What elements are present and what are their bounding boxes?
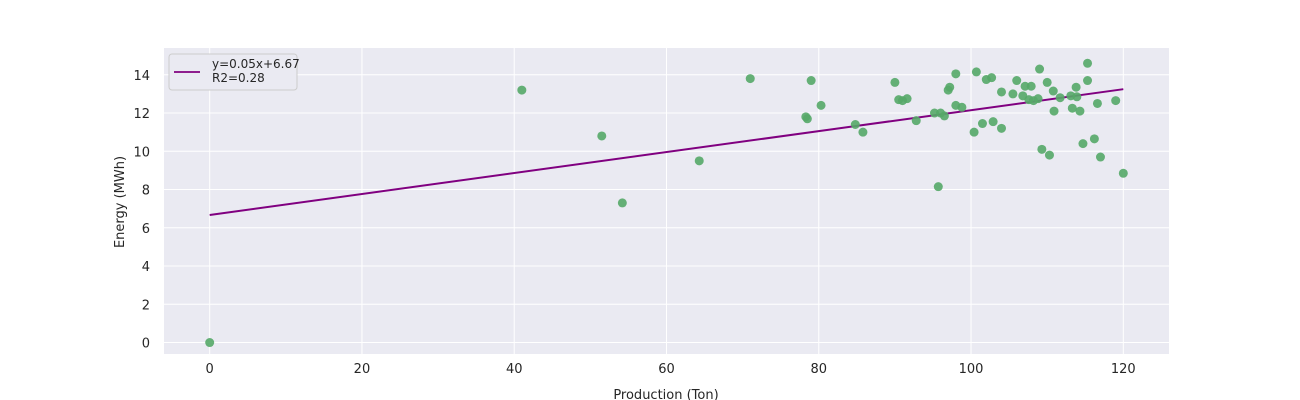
x-tick-label: 60 <box>658 362 675 377</box>
x-tick-label: 0 <box>206 362 214 377</box>
y-tick-label: 14 <box>133 69 150 84</box>
data-point <box>517 85 527 95</box>
data-point <box>988 117 998 127</box>
x-tick-label: 80 <box>810 362 827 377</box>
data-point <box>1055 93 1065 103</box>
data-point <box>1067 103 1077 113</box>
data-point <box>1111 96 1121 106</box>
y-tick-labels: 0 2 4 6 8 10 12 14 <box>133 69 150 352</box>
legend-equation: y=0.05x+6.67 <box>212 57 300 71</box>
data-point <box>939 111 949 121</box>
x-tick-label: 20 <box>354 362 371 377</box>
y-tick-label: 8 <box>142 184 150 199</box>
legend-r2: R2=0.28 <box>212 71 265 85</box>
data-point <box>1078 139 1088 149</box>
data-point <box>858 127 868 137</box>
data-point <box>1026 81 1036 91</box>
data-point <box>911 116 921 126</box>
legend: y=0.05x+6.67 R2=0.28 <box>168 53 300 91</box>
data-point <box>694 156 704 166</box>
data-points <box>205 58 1128 348</box>
data-point <box>597 131 607 141</box>
data-point <box>1071 82 1081 92</box>
x-tick-label: 100 <box>959 362 984 377</box>
data-point <box>1118 168 1128 178</box>
data-point <box>1095 152 1105 162</box>
data-point <box>1012 76 1022 86</box>
data-point <box>850 120 860 129</box>
grid-lines <box>164 48 1169 354</box>
data-point <box>1049 106 1059 116</box>
data-point <box>617 198 627 208</box>
y-tick-label: 12 <box>133 107 150 122</box>
data-point <box>1083 58 1093 68</box>
fit-line <box>209 88 1124 216</box>
data-point <box>1048 86 1058 96</box>
y-tick-label: 2 <box>142 298 150 313</box>
data-point <box>969 127 979 137</box>
data-point <box>902 94 912 104</box>
x-axis-label: Production (Ton) <box>613 388 718 400</box>
y-tick-label: 10 <box>133 145 150 160</box>
data-point <box>977 119 987 129</box>
y-tick-label: 0 <box>142 337 150 352</box>
data-point <box>1042 77 1052 87</box>
data-point <box>933 182 943 192</box>
data-point <box>890 77 900 87</box>
data-point <box>1044 150 1054 160</box>
data-point <box>1033 94 1043 104</box>
data-point <box>816 100 826 110</box>
data-point <box>1072 92 1082 102</box>
data-point <box>1083 76 1093 86</box>
data-point <box>957 102 967 112</box>
legend-box <box>168 53 298 91</box>
data-point <box>745 74 755 84</box>
data-point <box>1035 64 1045 74</box>
data-point <box>1037 144 1047 154</box>
data-point <box>1008 89 1018 99</box>
x-tick-label: 120 <box>1111 362 1136 377</box>
data-point <box>945 82 955 92</box>
data-point <box>806 76 816 86</box>
fit-line-group <box>209 88 1124 216</box>
data-point <box>1089 134 1099 144</box>
data-point <box>205 338 215 348</box>
y-tick-label: 6 <box>142 222 150 237</box>
x-tick-labels: 0 20 40 60 80 100 120 <box>206 362 1136 377</box>
data-point <box>997 87 1006 97</box>
data-point <box>802 114 812 124</box>
data-point <box>1092 98 1102 108</box>
data-point <box>951 69 961 79</box>
y-axis-label: Energy (MWh) <box>113 156 128 248</box>
x-tick-label: 40 <box>506 362 523 377</box>
data-point <box>1075 106 1085 116</box>
data-point <box>987 73 997 83</box>
data-point <box>997 123 1006 133</box>
y-tick-label: 4 <box>142 260 150 275</box>
data-point <box>971 67 981 77</box>
